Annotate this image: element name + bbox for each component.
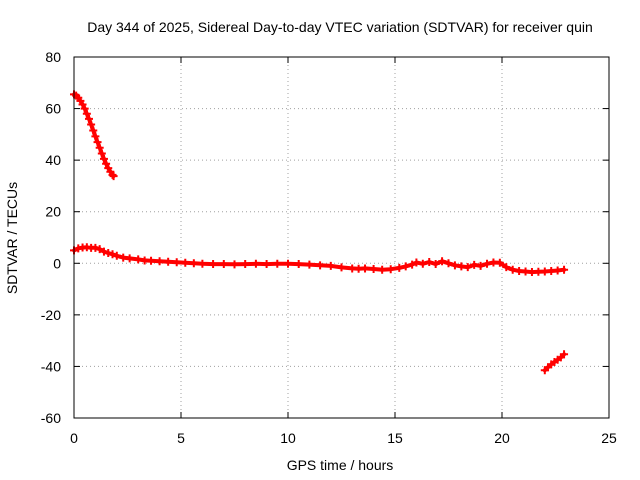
data-point bbox=[109, 172, 118, 181]
data-point bbox=[91, 132, 100, 141]
x-tick-label: 10 bbox=[280, 430, 296, 446]
data-point bbox=[108, 250, 117, 259]
data-point bbox=[134, 255, 143, 264]
data-point bbox=[401, 262, 410, 271]
x-tick-label: 0 bbox=[70, 430, 78, 446]
data-point bbox=[378, 265, 387, 274]
data-point bbox=[97, 149, 106, 158]
data-point bbox=[198, 259, 207, 268]
chart-title: Day 344 of 2025, Sidereal Day-to-day VTE… bbox=[87, 19, 593, 35]
data-point bbox=[463, 263, 472, 272]
y-tick-label: -20 bbox=[41, 307, 61, 323]
grid bbox=[74, 57, 609, 418]
series-segment-early-decline bbox=[70, 90, 118, 181]
data-point bbox=[78, 100, 87, 109]
data-point bbox=[80, 104, 89, 113]
data-point bbox=[108, 170, 117, 179]
y-tick-label: 80 bbox=[45, 49, 61, 65]
data-point bbox=[408, 260, 417, 269]
data-point bbox=[560, 350, 569, 359]
data-point bbox=[369, 264, 378, 273]
data-point bbox=[89, 126, 98, 135]
data-point bbox=[337, 263, 346, 272]
x-axis-ticks: 0 5 10 15 20 25 bbox=[70, 57, 617, 446]
data-point bbox=[476, 261, 485, 270]
data-point bbox=[483, 259, 492, 268]
y-axis-label: SDTVAR / TECUs bbox=[4, 182, 20, 294]
data-point bbox=[425, 257, 434, 266]
data-point bbox=[241, 260, 250, 269]
data-point bbox=[102, 159, 111, 168]
data-point bbox=[84, 114, 93, 123]
data-point bbox=[560, 265, 569, 274]
data-point bbox=[294, 260, 303, 269]
data-point bbox=[262, 260, 271, 269]
data-point bbox=[125, 254, 134, 263]
data-point bbox=[91, 243, 100, 252]
data-point bbox=[418, 259, 427, 268]
x-tick-label: 20 bbox=[494, 430, 510, 446]
data-point bbox=[316, 261, 325, 270]
plot-frame bbox=[73, 56, 610, 419]
data-point bbox=[189, 259, 198, 268]
data-point bbox=[386, 265, 395, 274]
data-point bbox=[305, 260, 314, 269]
data-point bbox=[172, 258, 181, 267]
data-point bbox=[99, 247, 108, 256]
series-segment-late-offset bbox=[540, 350, 569, 375]
data-point bbox=[219, 260, 228, 269]
data-point bbox=[95, 143, 104, 152]
y-tick-label: -60 bbox=[41, 410, 61, 426]
y-tick-label: -40 bbox=[41, 358, 61, 374]
data-point bbox=[209, 260, 218, 269]
data-point bbox=[164, 257, 173, 266]
data-point bbox=[508, 265, 517, 274]
data-point bbox=[284, 259, 292, 268]
data-point bbox=[230, 260, 239, 269]
data-point bbox=[112, 251, 121, 260]
data-point bbox=[431, 260, 440, 269]
data-point bbox=[155, 257, 164, 266]
data-point bbox=[181, 258, 190, 267]
data-point bbox=[470, 260, 479, 269]
data-point bbox=[326, 261, 335, 270]
y-tick-label: 20 bbox=[45, 204, 61, 220]
data-point bbox=[95, 245, 104, 254]
data-point bbox=[412, 258, 421, 267]
data-point bbox=[104, 248, 113, 257]
data-point bbox=[251, 259, 260, 268]
data-point bbox=[450, 261, 459, 270]
data-points bbox=[70, 90, 569, 375]
data-point bbox=[147, 256, 156, 265]
data-point bbox=[502, 263, 511, 272]
data-point bbox=[361, 264, 370, 273]
x-tick-label: 5 bbox=[177, 430, 185, 446]
data-point bbox=[438, 257, 447, 266]
y-tick-label: 60 bbox=[45, 101, 61, 117]
y-tick-label: 40 bbox=[45, 152, 61, 168]
series-segment-main bbox=[70, 243, 569, 277]
data-point bbox=[395, 263, 404, 272]
data-point bbox=[495, 258, 504, 267]
x-axis-label: GPS time / hours bbox=[287, 457, 394, 473]
data-point bbox=[444, 259, 453, 268]
x-tick-label: 25 bbox=[601, 430, 617, 446]
y-tick-label: 0 bbox=[53, 255, 61, 271]
y-axis-ticks: -60 -40 -20 0 20 40 60 80 bbox=[41, 49, 609, 426]
data-point bbox=[99, 154, 108, 163]
data-point bbox=[82, 109, 91, 118]
data-point bbox=[93, 138, 102, 147]
data-point bbox=[273, 259, 282, 268]
x-tick-label: 15 bbox=[387, 430, 403, 446]
data-point bbox=[87, 120, 96, 129]
